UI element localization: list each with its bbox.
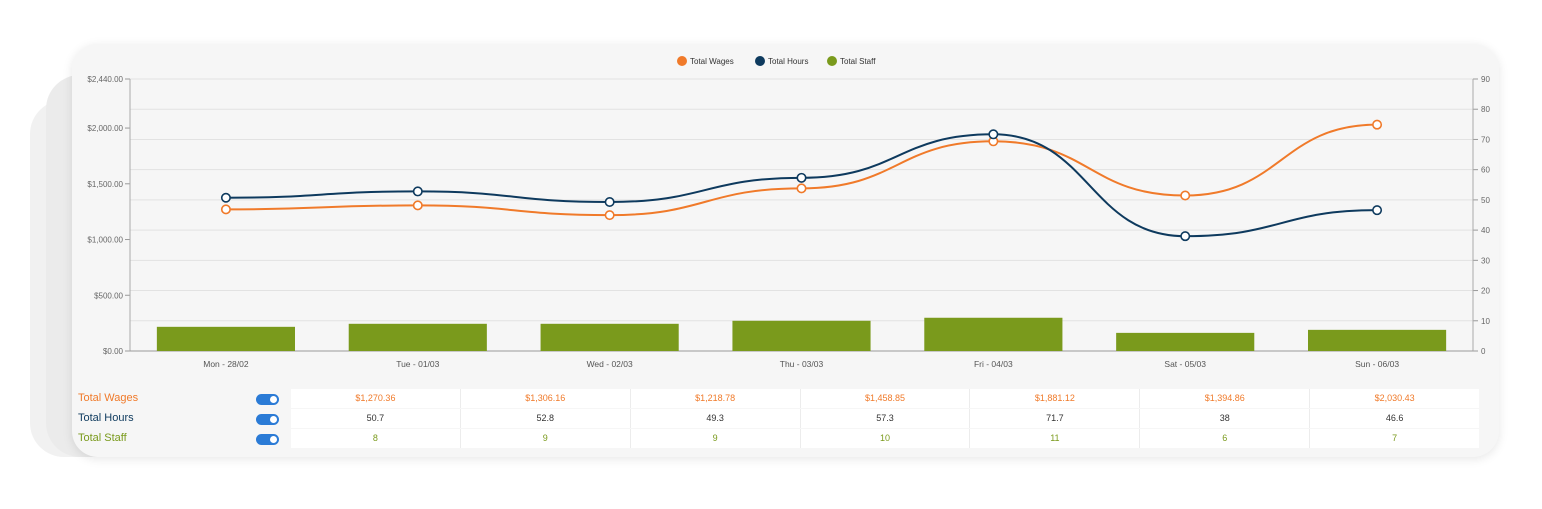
table-cell: 10: [801, 429, 971, 448]
right-axis-tick-label: 60: [1481, 166, 1490, 175]
table-cell: $1,218.78: [631, 389, 801, 408]
right-axis-tick-label: 20: [1481, 287, 1490, 296]
table-cell: 49.3: [631, 409, 801, 428]
point-total-wages: [796, 183, 807, 194]
left-axis-tick-label: $2,000.00: [87, 124, 123, 133]
table-cell: 7: [1392, 433, 1398, 443]
toggle-total-hours[interactable]: [256, 414, 279, 425]
bar-total-staff: [1308, 329, 1447, 351]
table-cell: 52.8: [461, 409, 631, 428]
bar-total-staff: [156, 326, 295, 351]
point-total-wages: [1180, 190, 1191, 201]
x-axis-tick-label: Sun - 06/03: [1355, 359, 1399, 369]
right-axis-tick-label: 90: [1481, 75, 1490, 84]
grid-lines: [130, 78, 1473, 352]
legend-label-total-hours: Total Hours: [768, 57, 808, 66]
point-total-wages: [412, 200, 423, 211]
table-cell: $1,306.16: [461, 389, 631, 408]
chart-card: [72, 44, 1499, 457]
table-cell: $1,881.12: [970, 389, 1141, 408]
table-cell: 11: [970, 429, 1141, 448]
right-axis-tick-label: 50: [1481, 196, 1490, 205]
x-axis-tick-label: Fri - 04/03: [974, 359, 1013, 369]
legend: Total Wages Total Hours Total Staff: [677, 56, 876, 66]
legend-marker-total-wages: [677, 56, 687, 66]
right-axis-tick-label: 30: [1481, 256, 1490, 265]
right-axis-tick-label: 0: [1481, 347, 1486, 356]
right-axis-tick-label: 70: [1481, 135, 1490, 144]
right-axis-tick-label: 10: [1481, 317, 1490, 326]
table-cell: 9: [461, 429, 631, 448]
point-total-wages: [604, 210, 615, 221]
point-total-hours: [796, 172, 807, 183]
table-cell: 8: [291, 429, 461, 448]
point-total-hours: [1372, 205, 1383, 216]
toggle-knob: [270, 436, 277, 443]
left-axis-tick-label: $1,000.00: [87, 236, 123, 245]
bar-total-staff: [540, 323, 679, 351]
left-axis-tick-label: $500.00: [94, 291, 123, 300]
table-cell: $1,270.36: [291, 389, 461, 408]
table-cell: 38: [1140, 409, 1311, 428]
row-label: Total Staff: [78, 432, 127, 444]
row-cells: $1,270.36 $1,306.16 $1,218.78 $1,458.85 …: [291, 389, 1479, 408]
x-axis-tick-label: Wed - 02/03: [587, 359, 633, 369]
table-cell: 46.6: [1385, 413, 1404, 423]
legend-label-total-wages: Total Wages: [690, 57, 734, 66]
table-cell: 6: [1140, 429, 1311, 448]
legend-label-total-staff: Total Staff: [840, 57, 876, 66]
point-total-hours: [1180, 231, 1191, 242]
point-total-wages: [220, 204, 231, 215]
x-axis-tick-label: Mon - 28/02: [203, 359, 249, 369]
bar-total-staff: [732, 320, 871, 351]
bar-total-staff: [348, 323, 487, 351]
toggle-knob: [270, 396, 277, 403]
toggle-total-staff[interactable]: [256, 434, 279, 445]
table-cell: 9: [631, 429, 801, 448]
right-axis-tick-label: 80: [1481, 105, 1490, 114]
row-cells: 8 9 9 10 11 6 7: [291, 429, 1479, 448]
table-cell: $1,458.85: [801, 389, 971, 408]
bar-total-staff: [924, 317, 1063, 351]
lines: [220, 119, 1383, 242]
x-axis-tick-label: Tue - 01/03: [396, 359, 439, 369]
left-axis-tick-label: $0.00: [103, 347, 124, 356]
table-cell: 71.7: [970, 409, 1141, 428]
toggle-total-wages[interactable]: [256, 394, 279, 405]
row-label: Total Hours: [78, 412, 134, 424]
table-cell: 57.3: [801, 409, 971, 428]
point-total-hours: [412, 186, 423, 197]
table-row-total-wages: Total Wages $1,270.36 $1,306.16 $1,218.7…: [0, 389, 1480, 409]
right-axis-tick-label: 40: [1481, 226, 1490, 235]
point-total-hours: [220, 192, 231, 203]
table-cell: $2,030.43: [1374, 393, 1415, 403]
row-cells: 50.7 52.8 49.3 57.3 71.7 38 46.6: [291, 409, 1479, 428]
left-axis-tick-label: $1,500.00: [87, 180, 123, 189]
line-total-wages: [225, 123, 1378, 217]
point-total-wages: [1372, 119, 1383, 130]
table-row-total-staff: Total Staff 8 9 9 10 11 6 7: [0, 429, 1480, 449]
toggle-knob: [270, 416, 277, 423]
table-cell: 50.7: [291, 409, 461, 428]
x-axis-tick-label: Thu - 03/03: [780, 359, 824, 369]
bar-total-staff: [1116, 332, 1255, 351]
table-row-total-hours: Total Hours 50.7 52.8 49.3 57.3 71.7 38 …: [0, 409, 1480, 429]
point-total-hours: [604, 197, 615, 208]
table-cell: $1,394.86: [1140, 389, 1311, 408]
legend-marker-total-staff: [827, 56, 837, 66]
x-axis-tick-label: Sat - 05/03: [1164, 359, 1206, 369]
point-total-hours: [988, 129, 999, 140]
row-label: Total Wages: [78, 392, 139, 404]
left-axis-tick-label: $2,440.00: [87, 75, 123, 84]
legend-marker-total-hours: [755, 56, 765, 66]
staff-bars: [156, 317, 1447, 351]
